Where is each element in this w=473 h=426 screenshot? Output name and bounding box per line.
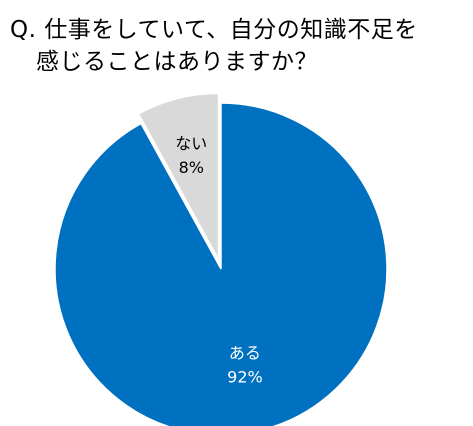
pie-labels: ある 92% ない 8% xyxy=(175,134,262,386)
pie-slices xyxy=(54,92,388,426)
slice-label-1: ある xyxy=(229,343,261,362)
slice-value-label-1: 92% xyxy=(227,367,263,386)
chart-title: Q. 仕事をしていて、自分の知識不足を 感じることはありますか？ xyxy=(10,14,465,78)
slice-label-2: ない xyxy=(175,134,207,153)
chart-title-line-1: Q. 仕事をしていて、自分の知識不足を xyxy=(10,17,418,43)
slice-value-label-2: 8% xyxy=(179,158,204,177)
pie-slice-2 xyxy=(137,92,220,260)
pie-slice-1 xyxy=(54,102,388,426)
chart-title-line-2: 感じることはありますか？ xyxy=(36,49,318,75)
